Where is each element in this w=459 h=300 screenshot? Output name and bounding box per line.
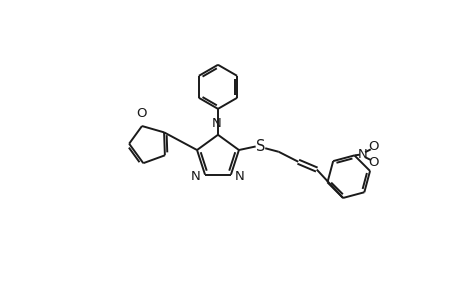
Text: O: O <box>136 106 147 120</box>
Text: N: N <box>235 170 244 183</box>
Text: N: N <box>190 170 200 183</box>
Text: S: S <box>255 139 264 154</box>
Text: N: N <box>357 148 366 161</box>
Text: O: O <box>368 140 378 153</box>
Text: O: O <box>368 156 378 169</box>
Text: N: N <box>212 117 221 130</box>
